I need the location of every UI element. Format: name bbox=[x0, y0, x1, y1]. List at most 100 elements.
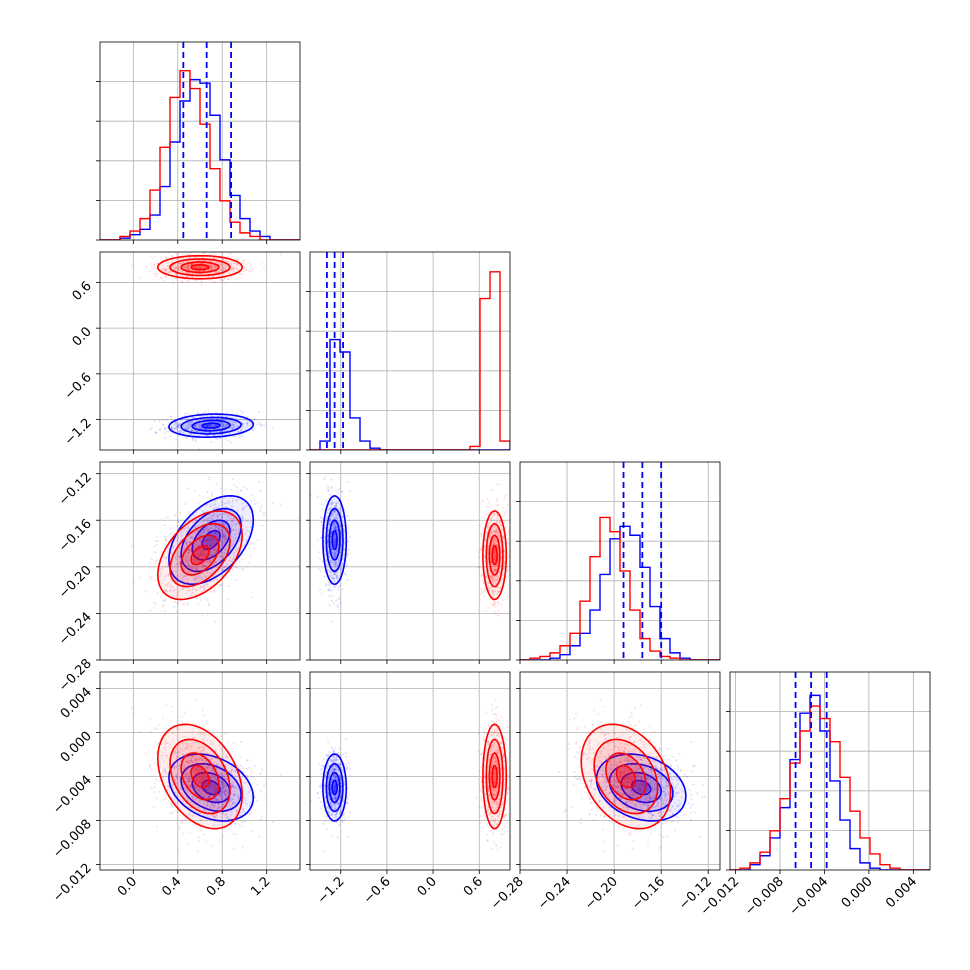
scatter-point bbox=[239, 272, 242, 275]
scatter-point bbox=[181, 280, 183, 283]
scatter-point bbox=[226, 265, 229, 268]
scatter-point bbox=[217, 505, 220, 508]
scatter-point bbox=[246, 529, 248, 532]
scatter-point bbox=[241, 260, 244, 263]
scatter-point bbox=[236, 499, 239, 502]
scatter-point bbox=[188, 267, 191, 270]
scatter-point bbox=[175, 592, 178, 595]
scatter-point bbox=[503, 514, 506, 517]
scatter-point bbox=[191, 437, 194, 440]
panel-frame bbox=[309, 251, 511, 451]
scatter-point bbox=[207, 476, 210, 479]
scatter-point bbox=[201, 565, 204, 568]
scatter-point bbox=[194, 440, 197, 442]
scatter-point bbox=[173, 514, 176, 517]
scatter-point bbox=[198, 836, 201, 839]
scatter-point bbox=[220, 583, 223, 586]
scatter-point bbox=[495, 497, 498, 500]
density-fill bbox=[192, 547, 208, 564]
scatter-point bbox=[329, 493, 332, 496]
scatter-point bbox=[203, 269, 206, 272]
scatter-point bbox=[191, 275, 194, 278]
scatter-point bbox=[180, 534, 183, 537]
scatter-point bbox=[198, 448, 201, 450]
scatter-point bbox=[164, 598, 167, 600]
scatter-point bbox=[224, 424, 227, 427]
scatter-point bbox=[237, 509, 240, 512]
scatter-point bbox=[210, 524, 213, 527]
scatter-point bbox=[259, 510, 262, 513]
scatter-point bbox=[167, 582, 169, 584]
scatter-point bbox=[193, 548, 196, 551]
scatter-point bbox=[211, 548, 214, 551]
scatter-point bbox=[242, 569, 245, 572]
scatter-point bbox=[212, 257, 215, 260]
scatter-point bbox=[202, 530, 205, 533]
scatter-point bbox=[177, 519, 180, 522]
scatter-point bbox=[169, 528, 172, 530]
scatter-point bbox=[244, 269, 247, 272]
scatter-point bbox=[175, 425, 178, 428]
scatter-point bbox=[221, 569, 224, 571]
scatter-point bbox=[221, 423, 224, 426]
scatter-point bbox=[173, 556, 176, 558]
scatter-point bbox=[249, 266, 252, 269]
scatter-point bbox=[222, 268, 225, 271]
scatter-point bbox=[166, 430, 169, 433]
scatter-point bbox=[198, 538, 201, 541]
y-tick-label: −0.16 bbox=[56, 516, 95, 555]
scatter-point bbox=[334, 586, 337, 589]
scatter-point bbox=[259, 790, 262, 793]
scatter-point bbox=[318, 567, 321, 570]
scatter-point bbox=[234, 550, 237, 552]
scatter-point bbox=[231, 535, 234, 538]
scatter-point bbox=[216, 577, 219, 580]
scatter-point bbox=[230, 519, 233, 522]
scatter-point bbox=[213, 590, 216, 593]
scatter-point bbox=[241, 273, 243, 276]
scatter-point bbox=[191, 510, 194, 513]
scatter-point bbox=[197, 411, 200, 414]
scatter-point bbox=[210, 571, 213, 574]
scatter-point bbox=[223, 566, 226, 568]
scatter-point bbox=[162, 424, 165, 427]
scatter-point bbox=[181, 281, 184, 284]
scatter-point bbox=[173, 605, 176, 608]
scatter-point bbox=[223, 538, 226, 540]
scatter-point bbox=[332, 573, 335, 576]
scatter-point bbox=[163, 268, 166, 271]
scatter-point bbox=[194, 567, 197, 570]
scatter-point bbox=[165, 557, 168, 559]
scatter-point bbox=[186, 421, 189, 424]
scatter-point bbox=[201, 249, 203, 251]
scatter-point bbox=[193, 559, 196, 562]
scatter-point bbox=[215, 266, 217, 269]
scatter-point bbox=[243, 485, 246, 488]
histogram-red bbox=[310, 271, 510, 450]
scatter-point bbox=[183, 427, 186, 430]
scatter-point bbox=[227, 598, 230, 601]
scatter-point bbox=[186, 267, 189, 270]
scatter-point bbox=[208, 554, 211, 557]
scatter-point bbox=[181, 579, 184, 582]
scatter-point bbox=[184, 575, 187, 578]
scatter-point bbox=[171, 255, 174, 258]
scatter-point bbox=[175, 588, 178, 591]
scatter-point bbox=[182, 424, 185, 427]
scatter-point bbox=[208, 561, 211, 564]
scatter-point bbox=[187, 265, 190, 268]
scatter-point bbox=[214, 500, 217, 503]
scatter-point bbox=[187, 264, 190, 267]
scatter-point bbox=[196, 575, 199, 578]
scatter-point bbox=[219, 269, 222, 271]
scatter-point bbox=[335, 526, 338, 529]
scatter-point bbox=[132, 713, 135, 716]
scatter-point bbox=[188, 421, 191, 424]
scatter-point bbox=[338, 520, 341, 523]
scatter-point bbox=[205, 539, 208, 542]
scatter-point bbox=[227, 528, 230, 530]
scatter-point bbox=[213, 256, 216, 259]
scatter-point bbox=[241, 422, 244, 425]
scatter-point bbox=[153, 601, 156, 604]
scatter-point bbox=[175, 274, 178, 277]
